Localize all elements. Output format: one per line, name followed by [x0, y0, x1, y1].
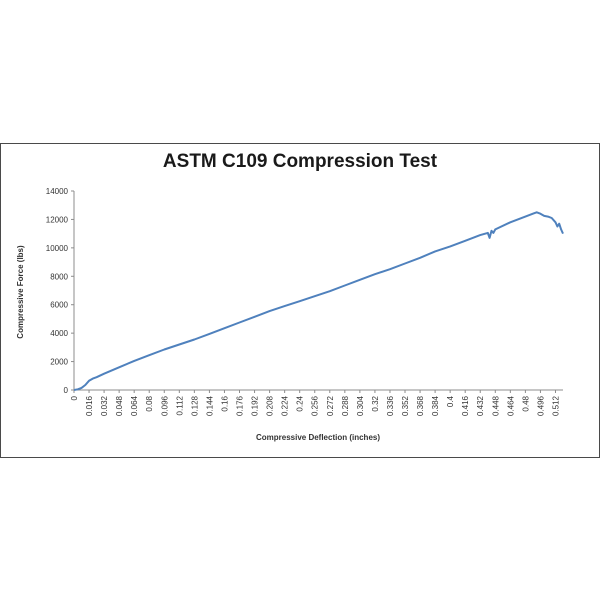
y-tick-label: 6000: [50, 301, 68, 310]
chart-frame: ASTM C109 Compression Test Compressive F…: [0, 143, 600, 458]
x-tick-label: 0: [70, 395, 79, 400]
x-tick-label: 0.368: [416, 395, 425, 416]
x-tick-label: 0.016: [85, 395, 94, 416]
x-tick-label: 0.352: [401, 395, 410, 416]
chart-title: ASTM C109 Compression Test: [163, 151, 438, 172]
x-tick-label: 0.08: [145, 395, 154, 411]
x-tick-label: 0.272: [326, 395, 335, 416]
x-tick-label: 0.064: [130, 395, 139, 416]
x-tick-label: 0.496: [536, 395, 545, 416]
x-tick-label: 0.416: [461, 395, 470, 416]
compression-chart: ASTM C109 Compression Test Compressive F…: [16, 151, 564, 442]
x-tick-label: 0.208: [266, 395, 275, 416]
y-tick-label: 12000: [46, 215, 69, 224]
x-tick-label: 0.112: [175, 395, 184, 415]
x-tick-label: 0.16: [220, 395, 229, 411]
x-tick-label: 0.192: [251, 395, 260, 416]
x-tick-label: 0.4: [446, 395, 455, 407]
x-tick-label: 0.32: [371, 395, 380, 411]
y-tick-label: 0: [64, 386, 69, 395]
series-line: [73, 211, 564, 391]
y-tick-label: 2000: [50, 358, 68, 367]
y-tick-label: 8000: [50, 272, 68, 281]
x-tick-label: 0.176: [236, 395, 245, 416]
y-axis-title: Compressive Force (lbs): [16, 245, 25, 339]
x-tick-label: 0.448: [491, 395, 500, 416]
y-tick-label: 4000: [50, 329, 68, 338]
x-tick-label: 0.288: [341, 395, 350, 416]
x-tick-label: 0.224: [281, 395, 290, 416]
x-tick-label: 0.432: [476, 395, 485, 416]
x-tick-label: 0.144: [205, 395, 214, 416]
x-tick-label: 0.256: [311, 395, 320, 416]
x-tick-label: 0.24: [296, 395, 305, 411]
y-tick-label: 10000: [46, 244, 69, 253]
x-tick-label: 0.336: [386, 395, 395, 416]
x-axis-title: Compressive Deflection (inches): [256, 433, 380, 442]
x-tick-label: 0.096: [160, 395, 169, 416]
x-tick-label: 0.128: [190, 395, 199, 416]
x-tick-label: 0.048: [115, 395, 124, 416]
x-tick-label: 0.512: [551, 395, 560, 416]
y-tick-label: 14000: [46, 187, 69, 196]
x-tick-label: 0.384: [431, 395, 440, 416]
x-tick-label: 0.48: [521, 395, 530, 411]
x-tick-label: 0.304: [356, 395, 365, 416]
x-tick-label: 0.032: [100, 395, 109, 416]
x-tick-label: 0.464: [506, 395, 515, 416]
